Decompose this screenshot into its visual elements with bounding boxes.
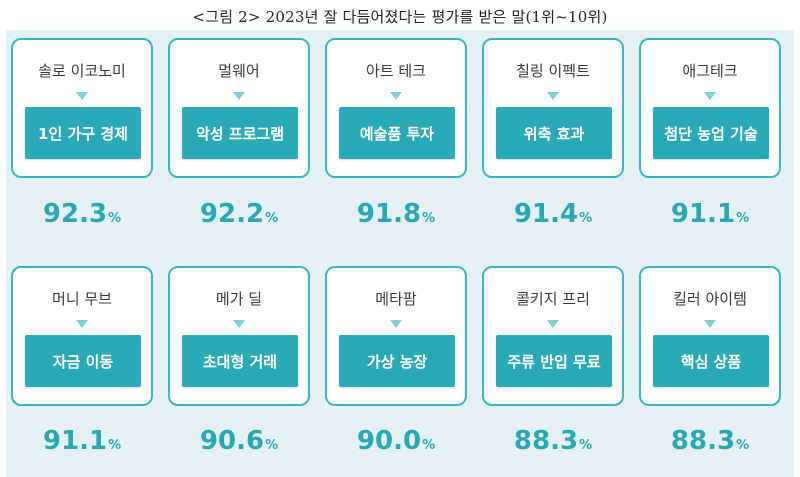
- term-card: 메가 딜 초대형 거래: [168, 266, 310, 406]
- term-card: 킬러 아이템 핵심 상품: [639, 266, 781, 406]
- term-card: 아트 테크 예술품 투자: [325, 38, 467, 178]
- rating-number: 91.8: [356, 199, 422, 229]
- down-arrow-icon: [233, 92, 245, 100]
- figure-caption: <그림 2> 2023년 잘 다듬어졌다는 평가를 받은 말(1위~10위): [192, 8, 608, 26]
- refined-term: 자금 이동: [25, 335, 141, 387]
- down-arrow-icon: [233, 320, 245, 328]
- rating-number: 90.0: [356, 426, 422, 456]
- percent-unit: %: [579, 211, 593, 226]
- down-arrow-icon: [547, 92, 559, 100]
- rating-value: 88.3%: [482, 423, 624, 459]
- down-arrow-icon: [76, 92, 88, 100]
- original-term: 솔로 이코노미: [38, 62, 126, 80]
- original-term: 킬러 아이템: [673, 290, 747, 308]
- rating-value: 91.1%: [11, 423, 153, 459]
- rating-number: 91.4: [513, 199, 579, 229]
- original-term: 메가 딜: [215, 290, 263, 308]
- rating-number: 88.3: [670, 426, 736, 456]
- down-arrow-icon: [390, 92, 402, 100]
- original-term: 머니 무브: [52, 290, 112, 308]
- term-card: 애그테크 첨단 농업 기술: [639, 38, 781, 178]
- percent-unit: %: [265, 211, 279, 226]
- refined-term: 위축 효과: [496, 107, 612, 159]
- percent-unit: %: [736, 438, 750, 453]
- down-arrow-icon: [704, 320, 716, 328]
- term-card: 멀웨어 악성 프로그램: [168, 38, 310, 178]
- refined-term: 가상 농장: [339, 335, 455, 387]
- rating-number: 90.6: [199, 426, 265, 456]
- percent-unit: %: [422, 438, 436, 453]
- refined-term: 예술품 투자: [339, 107, 455, 159]
- rating-value: 90.6%: [168, 423, 310, 459]
- original-term: 메타팜: [375, 290, 417, 308]
- percent-unit: %: [108, 438, 122, 453]
- original-term: 아트 테크: [366, 62, 426, 80]
- refined-term: 악성 프로그램: [182, 107, 298, 159]
- term-card: 솔로 이코노미 1인 가구 경제: [11, 38, 153, 178]
- refined-term: 1인 가구 경제: [25, 107, 141, 159]
- percent-unit: %: [108, 211, 122, 226]
- down-arrow-icon: [704, 92, 716, 100]
- rating-number: 91.1: [670, 199, 736, 229]
- down-arrow-icon: [390, 320, 402, 328]
- down-arrow-icon: [547, 320, 559, 328]
- rating-value: 92.2%: [168, 196, 310, 232]
- refined-term: 초대형 거래: [182, 335, 298, 387]
- percent-unit: %: [579, 438, 593, 453]
- percent-unit: %: [265, 438, 279, 453]
- original-term: 칠링 이펙트: [516, 62, 590, 80]
- term-card: 칠링 이펙트 위축 효과: [482, 38, 624, 178]
- refined-term: 핵심 상품: [653, 335, 769, 387]
- term-card: 콜키지 프리 주류 반입 무료: [482, 266, 624, 406]
- down-arrow-icon: [76, 320, 88, 328]
- rating-value: 91.8%: [325, 196, 467, 232]
- figure-panel: 솔로 이코노미 1인 가구 경제 92.3% 멀웨어 악성 프로그램 92.2%…: [6, 30, 794, 477]
- term-card: 메타팜 가상 농장: [325, 266, 467, 406]
- percent-unit: %: [422, 211, 436, 226]
- rating-value: 92.3%: [11, 196, 153, 232]
- rating-number: 92.3: [42, 199, 108, 229]
- refined-term: 주류 반입 무료: [496, 335, 612, 387]
- rating-number: 88.3: [513, 426, 579, 456]
- rating-number: 92.2: [199, 199, 265, 229]
- original-term: 애그테크: [682, 62, 738, 80]
- original-term: 멀웨어: [218, 62, 260, 80]
- percent-unit: %: [736, 211, 750, 226]
- term-card: 머니 무브 자금 이동: [11, 266, 153, 406]
- rating-value: 91.4%: [482, 196, 624, 232]
- rating-value: 90.0%: [325, 423, 467, 459]
- original-term: 콜키지 프리: [516, 290, 590, 308]
- rating-value: 91.1%: [639, 196, 781, 232]
- refined-term: 첨단 농업 기술: [653, 107, 769, 159]
- rating-value: 88.3%: [639, 423, 781, 459]
- rating-number: 91.1: [42, 426, 108, 456]
